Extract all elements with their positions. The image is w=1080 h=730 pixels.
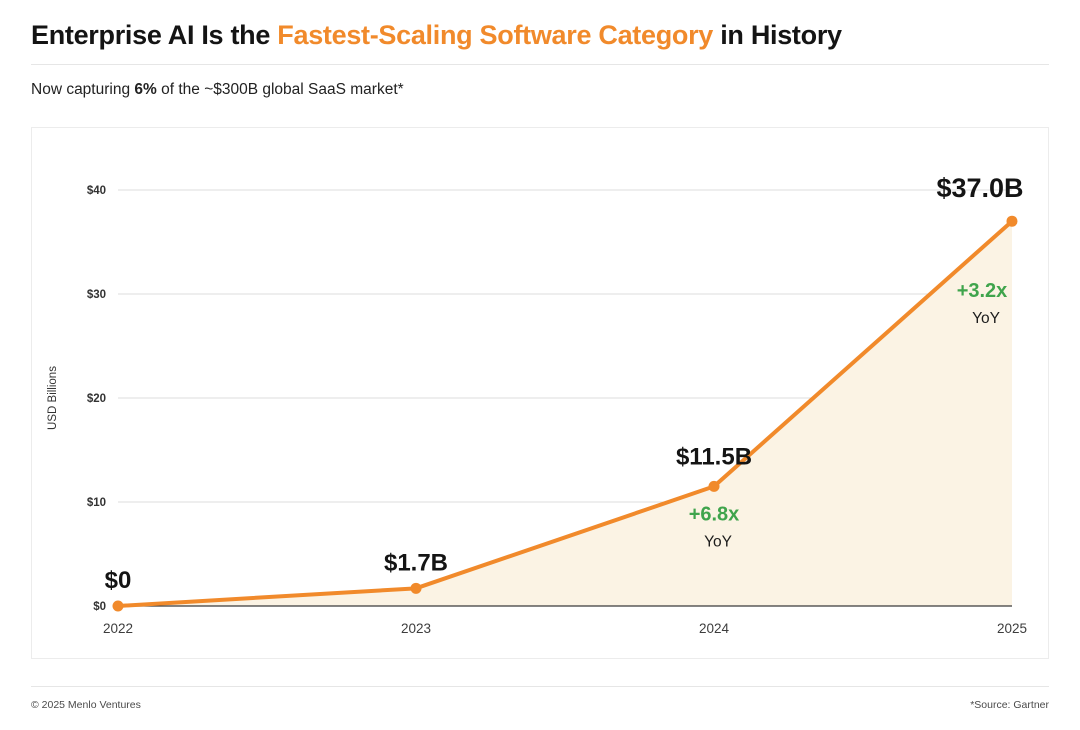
- subtitle-suffix: of the ~$300B global SaaS market*: [156, 81, 404, 99]
- footer: © 2025 Menlo Ventures *Source: Gartner: [31, 686, 1049, 711]
- yoy-label: YoY: [972, 310, 1000, 327]
- yoy-label: YoY: [704, 533, 732, 550]
- header-divider: [31, 64, 1049, 66]
- source-note: *Source: Gartner: [970, 699, 1049, 712]
- area-fill: [118, 221, 1012, 607]
- data-point-label: $37.0B: [936, 173, 1023, 203]
- footer-divider: [31, 686, 1049, 688]
- y-axis-title: USD Billions: [47, 366, 59, 430]
- y-axis-tick-label: $20: [87, 393, 106, 405]
- copyright-note: © 2025 Menlo Ventures: [31, 699, 141, 712]
- x-axis-tick-label: 2023: [401, 621, 431, 636]
- x-axis-tick-label: 2022: [103, 621, 133, 636]
- chart-card: $0 $10 $20 $30 $40 USD Billions $0 2022 $1.7B 202…: [31, 127, 1049, 660]
- y-axis-tick-label: $10: [87, 497, 106, 509]
- yoy-multiplier: +6.8x: [689, 503, 740, 525]
- data-point-label: $11.5B: [676, 443, 752, 470]
- yoy-multiplier: +3.2x: [957, 280, 1008, 302]
- data-point: [1006, 215, 1018, 227]
- title-prefix: Enterprise AI Is the: [31, 20, 278, 50]
- subtitle-prefix: Now capturing: [31, 81, 135, 99]
- data-point: [410, 582, 422, 594]
- y-axis-tick-label: $0: [93, 601, 106, 613]
- header: Enterprise AI Is the Fastest-Scaling Sof…: [31, 20, 1049, 99]
- title-highlight: Fastest-Scaling Software Category: [277, 20, 714, 50]
- page-title: Enterprise AI Is the Fastest-Scaling Sof…: [31, 20, 1049, 51]
- y-axis-tick-label: $40: [87, 185, 106, 197]
- data-point-label: $0: [105, 567, 132, 594]
- title-suffix: in History: [713, 20, 842, 50]
- data-point: [708, 480, 720, 492]
- line-chart: $0 $10 $20 $30 $40 USD Billions $0 2022 $1.7B 202…: [47, 173, 1027, 636]
- y-axis-tick-label: $30: [87, 289, 106, 301]
- data-point-label: $1.7B: [384, 549, 448, 576]
- footer-row: © 2025 Menlo Ventures *Source: Gartner: [31, 687, 1049, 711]
- subtitle-stat: 6%: [134, 81, 157, 99]
- subtitle: Now capturing 6% of the ~$300B global Sa…: [31, 81, 1049, 99]
- x-axis-tick-label: 2024: [699, 621, 730, 636]
- x-axis-tick-label: 2025: [997, 621, 1027, 636]
- data-point: [112, 600, 124, 612]
- trend-line: [116, 219, 1014, 609]
